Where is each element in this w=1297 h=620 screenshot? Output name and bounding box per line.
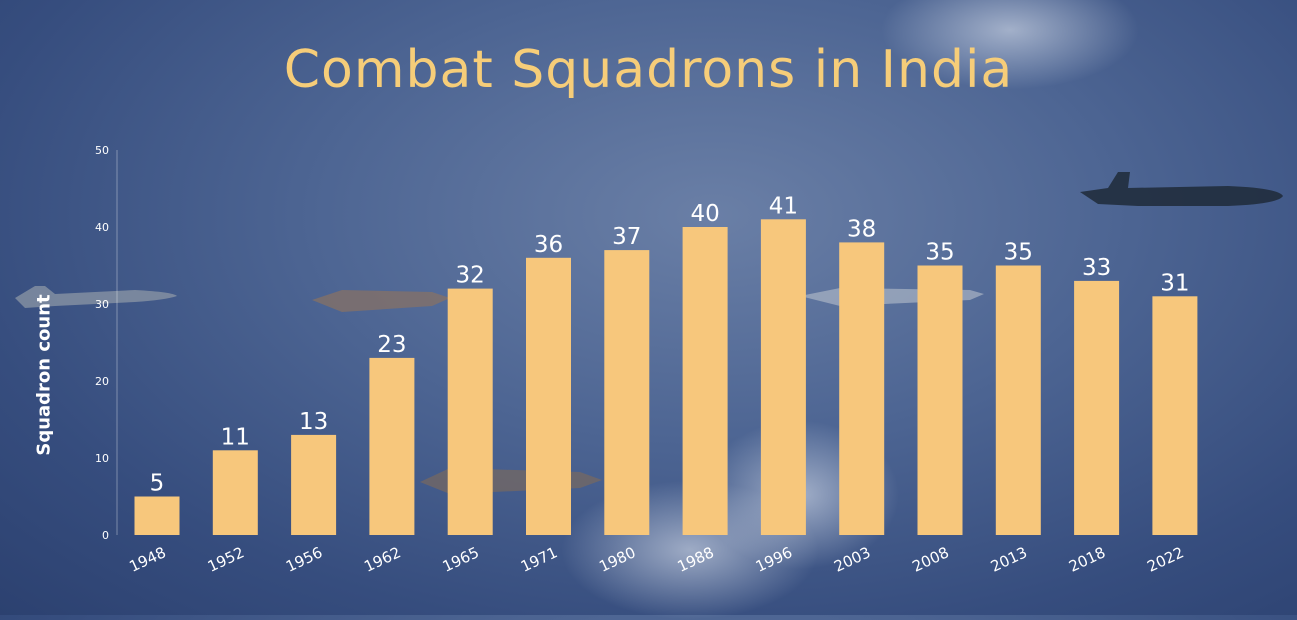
y-tick-label: 30 [95,298,109,311]
bar [447,288,493,535]
bar [134,496,180,535]
bar [1074,280,1120,535]
data-label: 32 [456,263,485,289]
x-tick-label: 1965 [440,543,482,575]
bar [760,219,806,536]
bar [604,250,650,535]
bar [995,265,1041,535]
x-tick-label: 1988 [675,543,717,575]
x-tick-label: 1980 [596,543,638,575]
x-tick-label: 1971 [518,543,560,575]
x-tick-label: 1952 [205,543,247,575]
bar [212,450,258,535]
data-label: 35 [1004,240,1033,266]
y-tick-label: 50 [95,144,109,157]
x-tick-label: 1948 [126,543,168,575]
data-label: 37 [612,224,641,250]
bar [839,242,885,535]
y-tick-label: 40 [95,221,109,234]
y-tick-label: 0 [102,529,109,542]
bar [917,265,963,535]
x-tick-label: 2022 [1144,543,1186,575]
x-tick-label: 1962 [361,543,403,575]
x-tick-label: 2008 [909,543,951,575]
data-label: 36 [534,232,563,258]
x-tick-label: 2018 [1066,543,1108,575]
x-tick-label: 1956 [283,543,325,575]
y-tick-label: 10 [95,452,109,465]
data-label: 5 [150,471,165,497]
data-label: 31 [1160,270,1189,296]
x-tick-label: 1996 [753,543,795,575]
data-label: 40 [690,201,719,227]
aircraft-image [312,290,450,312]
x-tick-label: 2013 [988,543,1030,575]
aircraft-image [1080,172,1283,206]
bar [526,257,571,535]
bar [291,434,337,535]
chart-title: Combat Squadrons in India [283,40,1014,100]
data-label: 35 [925,240,954,266]
data-label: 33 [1082,255,1111,281]
aircraft-image [15,286,177,308]
bar [1152,296,1198,535]
data-label: 41 [769,193,798,219]
data-label: 13 [299,409,328,435]
x-tick-label: 2003 [831,543,873,575]
data-label: 11 [221,424,250,450]
y-tick-label: 20 [95,375,109,388]
data-label: 23 [377,332,406,358]
data-label: 38 [847,216,876,242]
bar [682,227,728,535]
bar [369,357,415,535]
